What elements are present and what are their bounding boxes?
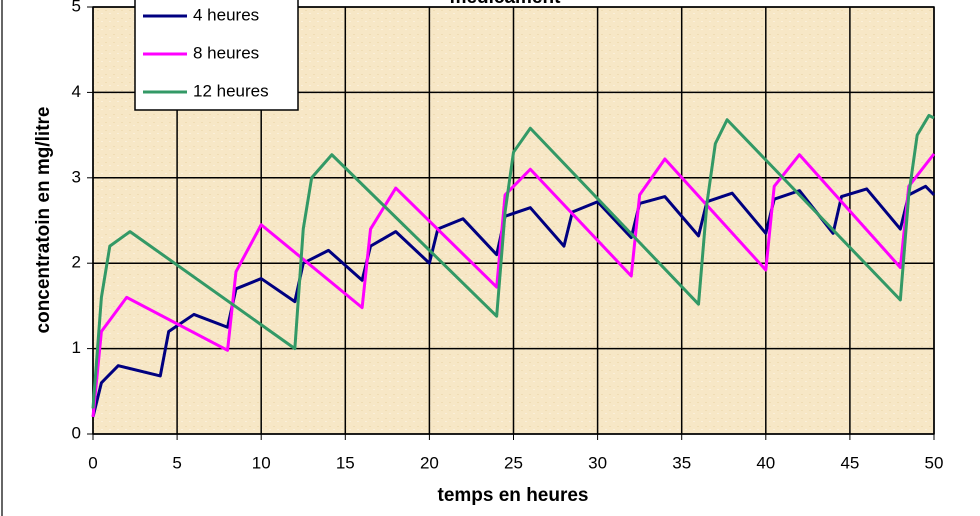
x-tick-label: 30: [588, 453, 607, 472]
x-tick-label: 40: [756, 453, 775, 472]
data-line: [91, 152, 936, 418]
y-tick-label: 3: [72, 167, 81, 186]
y-axis-label: concentratoin en mg/litre: [33, 107, 54, 334]
x-tick-label: 45: [840, 453, 859, 472]
y-tick-label: 1: [72, 338, 81, 357]
x-tick-label: 25: [504, 453, 523, 472]
y-tick-label: 5: [72, 0, 81, 15]
x-tick-label: 50: [925, 453, 944, 472]
x-tick-label: 0: [88, 453, 97, 472]
chart-title: médicament: [450, 0, 562, 8]
y-tick-label: 0: [72, 423, 81, 442]
data-line: [91, 113, 935, 409]
x-tick-label: 20: [420, 453, 439, 472]
legend-label: 12 heures: [193, 81, 269, 100]
y-tick-label: 4: [72, 82, 81, 101]
y-tick-label: 2: [72, 253, 81, 272]
x-axis-label: temps en heures: [438, 485, 589, 506]
legend-label: 8 heures: [193, 43, 259, 62]
x-tick-label: 5: [172, 453, 181, 472]
x-tick-label: 10: [252, 453, 271, 472]
legend-label: 4 heures: [193, 5, 259, 24]
x-tick-label: 35: [672, 453, 691, 472]
plot-border: [92, 6, 935, 435]
x-tick-label: 15: [336, 453, 355, 472]
